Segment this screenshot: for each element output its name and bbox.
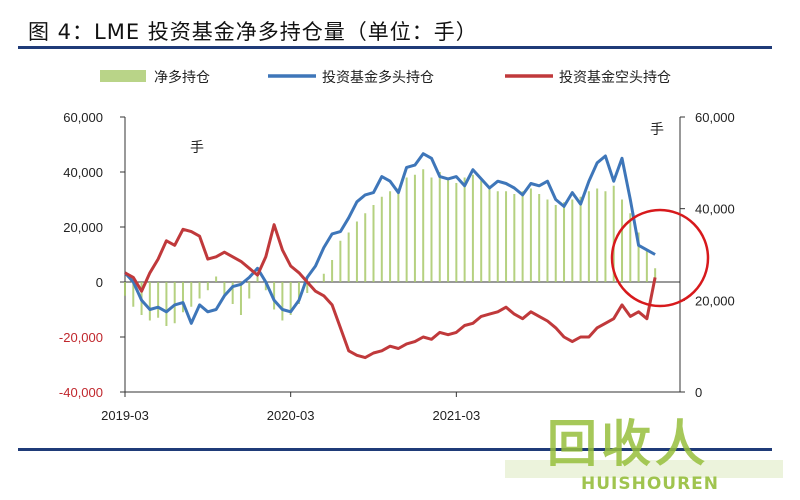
net-long-bar: [513, 194, 516, 282]
net-long-bar: [447, 180, 450, 282]
right-unit-label: 手: [650, 122, 664, 138]
net-long-bar: [579, 196, 582, 282]
net-long-bar: [637, 232, 640, 282]
net-long-bar: [347, 232, 350, 282]
net-long-bar: [505, 191, 508, 282]
net-long-bar: [397, 188, 400, 282]
net-long-bar: [471, 174, 474, 282]
left-tick-label: 20,000: [63, 220, 103, 235]
legend-label: 投资基金空头持仓: [559, 69, 671, 86]
x-tick-label: 2020-03: [267, 408, 315, 423]
net-long-bar: [132, 282, 135, 307]
chart-title-bar: 图 4：LME 投资基金净多持仓量（单位：手）: [18, 8, 778, 44]
net-long-bar: [306, 282, 309, 293]
x-tick-label: 2019-03: [101, 408, 149, 423]
net-long-bar: [463, 177, 466, 282]
net-long-bar: [322, 273, 325, 282]
net-long-bar: [405, 177, 408, 282]
net-long-bar: [355, 221, 358, 282]
net-long-bar: [231, 282, 234, 304]
net-long-bar: [314, 282, 317, 283]
net-long-bar: [248, 282, 251, 299]
net-long-bar: [438, 172, 441, 282]
watermark-band: [505, 460, 783, 478]
net-long-bar: [256, 276, 259, 282]
net-long-bar: [372, 205, 375, 282]
net-long-bar: [654, 268, 657, 282]
net-long-bar: [488, 185, 491, 282]
net-long-bar: [190, 282, 193, 307]
net-long-bar: [380, 196, 383, 282]
right-tick-label: 60,000: [695, 110, 735, 125]
net-long-bar: [546, 199, 549, 282]
net-long-bar: [554, 205, 557, 282]
left-tick-label: 0: [96, 275, 103, 290]
net-long-bar: [223, 282, 226, 296]
net-long-bar: [587, 191, 590, 282]
net-long-bar: [273, 282, 276, 310]
net-long-bar: [297, 282, 300, 304]
title-divider: [18, 46, 772, 49]
net-long-bar: [389, 191, 392, 282]
net-long-bar: [181, 282, 184, 313]
net-long-bar: [289, 282, 292, 315]
net-long-bar: [173, 282, 176, 324]
net-long-bar: [157, 282, 160, 318]
net-long-bar: [612, 185, 615, 282]
net-long-bar: [571, 199, 574, 282]
net-long-bar: [455, 183, 458, 282]
net-long-bar: [281, 282, 284, 321]
net-long-bar: [563, 202, 566, 282]
left-tick-label: -40,000: [59, 385, 103, 400]
watermark-main-text: 回收人: [547, 415, 709, 473]
short-position-line: [124, 223, 657, 360]
net-long-bar: [430, 177, 433, 282]
net-long-bar: [124, 282, 126, 296]
legend-label: 净多持仓: [154, 69, 210, 86]
net-long-bar: [629, 213, 632, 282]
net-long-bar: [339, 240, 342, 282]
chart-title: 图 4：LME 投资基金净多持仓量（单位：手）: [28, 20, 478, 44]
net-long-bar: [165, 282, 168, 326]
net-long-bar: [148, 282, 151, 321]
right-tick-label: 40,000: [695, 202, 735, 217]
watermark-logo: 回收人 HUISHOUREN: [505, 400, 785, 496]
net-long-bar: [206, 282, 209, 291]
net-long-bar: [480, 180, 483, 282]
net-long-bar: [239, 282, 242, 315]
right-tick-label: 20,000: [695, 293, 735, 308]
legend-swatch-bar: [100, 70, 146, 82]
net-long-bar: [596, 188, 599, 282]
left-tick-label: 60,000: [63, 110, 103, 125]
left-tick-label: -20,000: [59, 330, 103, 345]
x-tick-label: 2021-03: [432, 408, 480, 423]
net-long-bar: [422, 169, 425, 282]
net-long-bar: [538, 194, 541, 282]
net-long-bar: [364, 213, 367, 282]
bottom-divider: [18, 448, 772, 451]
legend-label: 投资基金多头持仓: [322, 69, 434, 86]
net-long-bar: [604, 191, 607, 282]
left-tick-label: 40,000: [63, 165, 103, 180]
net-long-bar: [413, 174, 416, 282]
long-position-line: [123, 152, 656, 325]
watermark-sub-text: HUISHOUREN: [581, 474, 720, 494]
left-unit-label: 手: [190, 140, 204, 156]
net-long-bar: [529, 188, 532, 282]
right-tick-label: 0: [695, 385, 702, 400]
net-long-bar: [331, 260, 334, 282]
net-long-bar: [645, 249, 648, 282]
net-long-bar: [621, 199, 624, 282]
net-long-bar: [496, 191, 499, 282]
net-long-bar: [215, 276, 218, 282]
net-long-bar: [264, 282, 267, 291]
net-long-bar: [521, 191, 524, 282]
net-long-bar: [198, 282, 201, 299]
highlight-circle: [610, 208, 710, 308]
